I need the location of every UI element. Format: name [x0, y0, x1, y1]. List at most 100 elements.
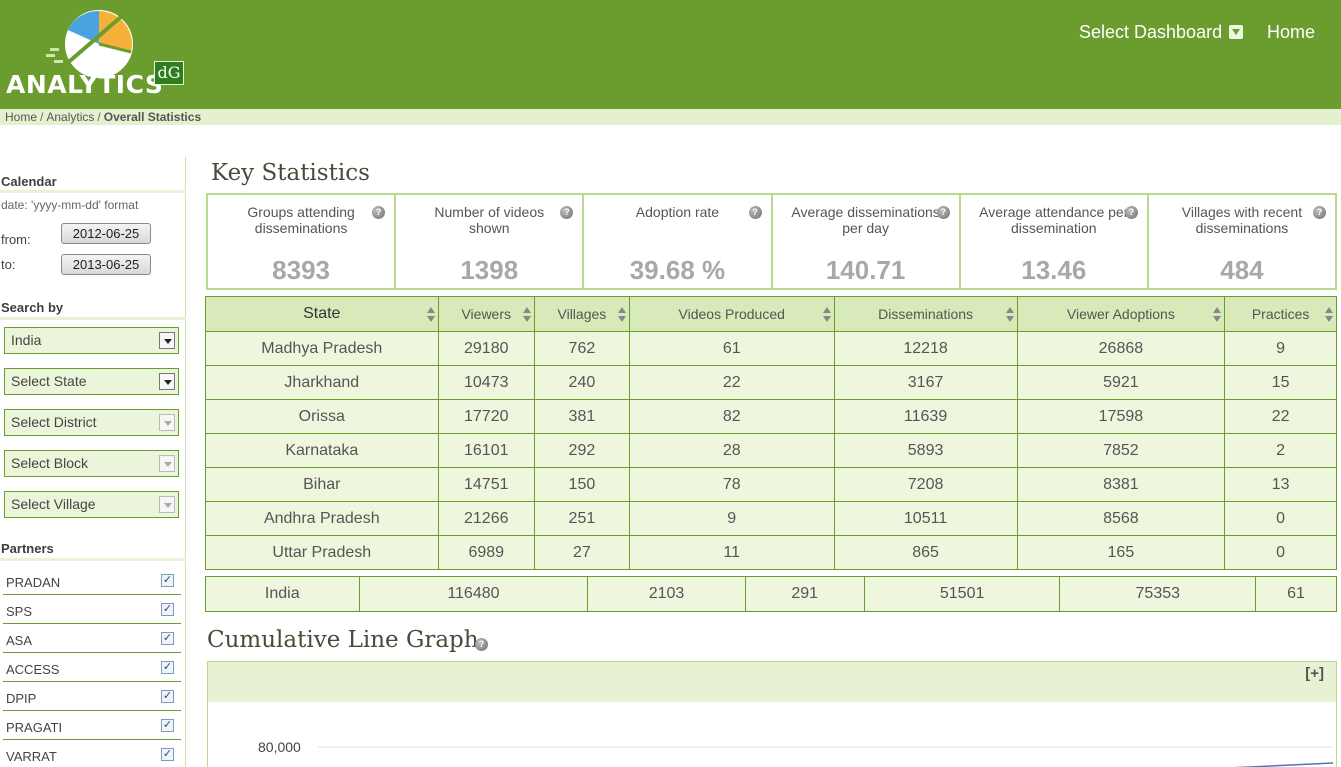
- cumulative-graph-panel: [+] 80,000: [207, 661, 1337, 767]
- calendar-heading: Calendar: [1, 174, 57, 189]
- table-row: Karnataka 16101 292 28 5893 7852 2: [205, 433, 1337, 468]
- chevron-down-icon[interactable]: [159, 414, 175, 431]
- country-select[interactable]: India: [4, 327, 179, 354]
- partner-name: DPIP: [6, 691, 37, 706]
- partner-checkbox[interactable]: ✓: [161, 719, 174, 732]
- table-cell: 8568: [1016, 501, 1226, 536]
- breadcrumb-separator: /: [97, 110, 101, 124]
- to-date-button[interactable]: 2013-06-25: [61, 254, 151, 275]
- stat-label: Groups attending disseminations: [247, 204, 355, 236]
- column-header-state[interactable]: State: [205, 296, 439, 332]
- help-icon[interactable]: ?: [1313, 206, 1327, 219]
- expand-graph-button[interactable]: [+]: [1305, 665, 1324, 682]
- column-header-viewers[interactable]: Viewers: [437, 296, 535, 332]
- chevron-down-icon[interactable]: [159, 332, 175, 349]
- stat-label: Adoption rate: [635, 204, 720, 220]
- key-statistics-panel: Groups attending disseminations ? 8393 N…: [206, 193, 1337, 290]
- partner-item: PRAGATI ✓: [3, 711, 181, 740]
- state-name-cell: Madhya Pradesh: [205, 331, 439, 366]
- stat-value: 13.46: [1021, 255, 1087, 285]
- column-header-viewer-adoptions[interactable]: Viewer Adoptions: [1016, 296, 1226, 332]
- table-cell: 165: [1016, 535, 1226, 570]
- key-statistics-title: Key Statistics: [211, 160, 370, 186]
- table-cell: 5921: [1016, 365, 1226, 400]
- column-header-practices[interactable]: Practices: [1224, 296, 1337, 332]
- table-cell: 26868: [1016, 331, 1226, 366]
- table-cell: 3167: [833, 365, 1018, 400]
- total-cell: 75353: [1059, 576, 1257, 612]
- table-cell: 8381: [1016, 467, 1226, 502]
- table-cell: 61: [628, 331, 835, 366]
- table-cell: 17598: [1016, 399, 1226, 434]
- partner-item: DPIP ✓: [3, 682, 181, 711]
- table-cell: 5893: [833, 433, 1018, 468]
- village-select[interactable]: Select Village: [4, 491, 179, 518]
- from-label: from:: [1, 232, 31, 247]
- stat-value: 140.71: [825, 255, 906, 285]
- help-icon[interactable]: ?: [372, 206, 386, 219]
- help-icon[interactable]: ?: [936, 206, 950, 219]
- sort-icon[interactable]: [522, 307, 531, 323]
- table-cell: 21266: [437, 501, 535, 536]
- sort-icon[interactable]: [1325, 307, 1333, 323]
- breadcrumb-analytics[interactable]: Analytics: [46, 110, 95, 124]
- table-row: Jharkhand 10473 240 22 3167 5921 15: [205, 365, 1337, 400]
- state-name-cell: Andhra Pradesh: [205, 501, 439, 536]
- logo-text: ANALYTICS: [6, 70, 164, 99]
- sidebar: Calendar date: 'yyyy-mm-dd' format from:…: [0, 157, 186, 767]
- home-link[interactable]: Home: [1267, 22, 1316, 42]
- analytics-logo[interactable]: [4, 6, 189, 102]
- table-cell: 0: [1224, 501, 1337, 536]
- sort-icon[interactable]: [1005, 307, 1014, 323]
- sort-icon[interactable]: [426, 307, 435, 323]
- dropdown-arrow-icon[interactable]: [1229, 25, 1243, 39]
- block-select[interactable]: Select Block: [4, 450, 179, 477]
- partner-name: ACCESS: [6, 662, 60, 677]
- help-icon[interactable]: ?: [475, 638, 488, 651]
- column-header-videos-produced[interactable]: Videos Produced: [628, 296, 835, 332]
- partners-heading: Partners: [1, 541, 54, 556]
- partner-checkbox[interactable]: ✓: [161, 661, 174, 674]
- chevron-down-icon[interactable]: [159, 496, 175, 513]
- stat-videos-shown: Number of videos shown ? 1398: [394, 195, 582, 288]
- table-row: Madhya Pradesh 29180 762 61 12218 26868 9: [205, 331, 1337, 366]
- column-header-disseminations[interactable]: Disseminations: [833, 296, 1018, 332]
- table-cell: 0: [1224, 535, 1337, 570]
- table-cell: 28: [628, 433, 835, 468]
- village-select-value: Select Village: [11, 496, 96, 512]
- column-header-label: Viewer Adoptions: [1066, 306, 1175, 322]
- column-header-villages[interactable]: Villages: [533, 296, 630, 332]
- chevron-down-icon[interactable]: [159, 373, 175, 390]
- select-dashboard-menu[interactable]: Select Dashboard: [1079, 22, 1223, 42]
- partner-name: VARRAT: [6, 749, 57, 764]
- table-cell: 82: [628, 399, 835, 434]
- help-icon[interactable]: ?: [1124, 206, 1138, 219]
- partner-name: PRADAN: [6, 575, 61, 590]
- sort-icon[interactable]: [822, 307, 831, 323]
- partner-name: SPS: [6, 604, 33, 619]
- partner-item: SPS ✓: [3, 595, 181, 624]
- table-cell: 17720: [437, 399, 535, 434]
- help-icon[interactable]: ?: [560, 206, 574, 219]
- partner-checkbox[interactable]: ✓: [161, 632, 174, 645]
- from-date-button[interactable]: 2012-06-25: [61, 223, 151, 244]
- partner-name: PRAGATI: [6, 720, 63, 735]
- help-icon[interactable]: ?: [748, 206, 762, 219]
- sort-icon[interactable]: [1213, 307, 1222, 323]
- table-row: Orissa 17720 381 82 11639 17598 22: [205, 399, 1337, 434]
- block-select-value: Select Block: [11, 455, 89, 471]
- breadcrumb-home[interactable]: Home: [5, 110, 38, 124]
- breadcrumb: Home / Analytics / Overall Statistics: [0, 109, 1341, 125]
- stat-value: 39.68 %: [629, 255, 726, 285]
- partner-checkbox[interactable]: ✓: [161, 690, 174, 703]
- district-select[interactable]: Select District: [4, 409, 179, 436]
- state-select[interactable]: Select State: [4, 368, 179, 395]
- table-cell: 762: [533, 331, 630, 366]
- chevron-down-icon[interactable]: [159, 455, 175, 472]
- table-header-row: State Viewers Villages Videos Produced D…: [205, 296, 1337, 332]
- sort-icon[interactable]: [617, 307, 626, 323]
- stat-recent-villages: Villages with recent disseminations ? 48…: [1146, 195, 1335, 288]
- partner-checkbox[interactable]: ✓: [161, 603, 174, 616]
- partner-checkbox[interactable]: ✓: [161, 574, 174, 587]
- partner-checkbox[interactable]: ✓: [161, 748, 174, 761]
